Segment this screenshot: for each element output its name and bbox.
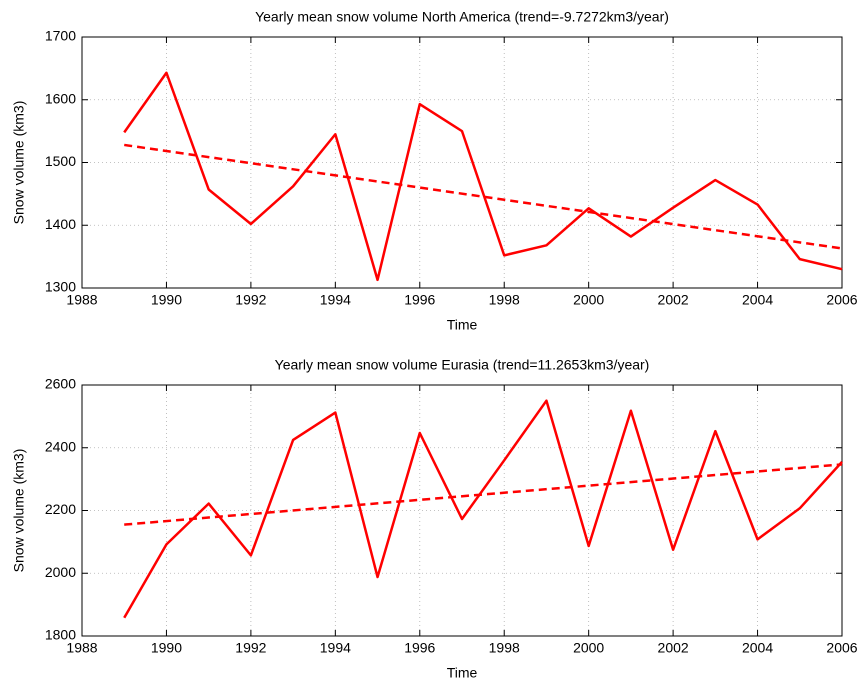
- x-tick-label: 2006: [826, 292, 857, 308]
- x-tick-label: 1998: [489, 292, 520, 308]
- x-axis-label: Time: [447, 317, 478, 333]
- y-tick-label: 2200: [45, 501, 76, 517]
- x-tick-label: 2004: [742, 640, 773, 656]
- plot-frame: [81, 384, 843, 637]
- x-tick-label: 1990: [151, 292, 182, 308]
- x-axis-label: Time: [447, 665, 478, 681]
- x-tick-label: 2006: [826, 640, 857, 656]
- plot-frame: [81, 36, 843, 289]
- y-tick-label: 1800: [45, 627, 76, 643]
- x-tick-label: 2000: [573, 292, 604, 308]
- x-tick-label: 1988: [66, 292, 97, 308]
- line-series: [124, 463, 843, 526]
- line-series: [124, 143, 843, 250]
- line-series: [123, 71, 843, 282]
- x-tick-label: 1998: [489, 640, 520, 656]
- y-axis-label: Snow volume (km3): [11, 449, 27, 573]
- x-tick-label: 2004: [742, 292, 773, 308]
- y-tick-label: 1400: [45, 216, 76, 232]
- x-tick-label: 2002: [658, 292, 689, 308]
- x-tick-label: 1996: [404, 640, 435, 656]
- y-axis-label: Snow volume (km3): [11, 101, 27, 225]
- y-tick-label: 2600: [45, 376, 76, 392]
- x-tick-label: 1996: [404, 292, 435, 308]
- x-tick-label: 1994: [320, 640, 351, 656]
- y-tick-label: 2400: [45, 438, 76, 454]
- x-tick-label: 1990: [151, 640, 182, 656]
- x-tick-label: 2002: [658, 640, 689, 656]
- line-series: [123, 399, 843, 619]
- chart-title: Yearly mean snow volume North America (t…: [255, 9, 669, 25]
- y-tick-label: 1300: [45, 279, 76, 295]
- y-tick-label: 1700: [45, 28, 76, 44]
- y-tick-label: 1600: [45, 90, 76, 106]
- x-tick-label: 1994: [320, 292, 351, 308]
- y-tick-label: 2000: [45, 564, 76, 580]
- x-tick-label: 1988: [66, 640, 97, 656]
- y-tick-label: 1500: [45, 153, 76, 169]
- chart-title: Yearly mean snow volume Eurasia (trend=1…: [275, 357, 650, 373]
- x-tick-label: 1992: [235, 292, 266, 308]
- x-tick-label: 2000: [573, 640, 604, 656]
- x-tick-label: 1992: [235, 640, 266, 656]
